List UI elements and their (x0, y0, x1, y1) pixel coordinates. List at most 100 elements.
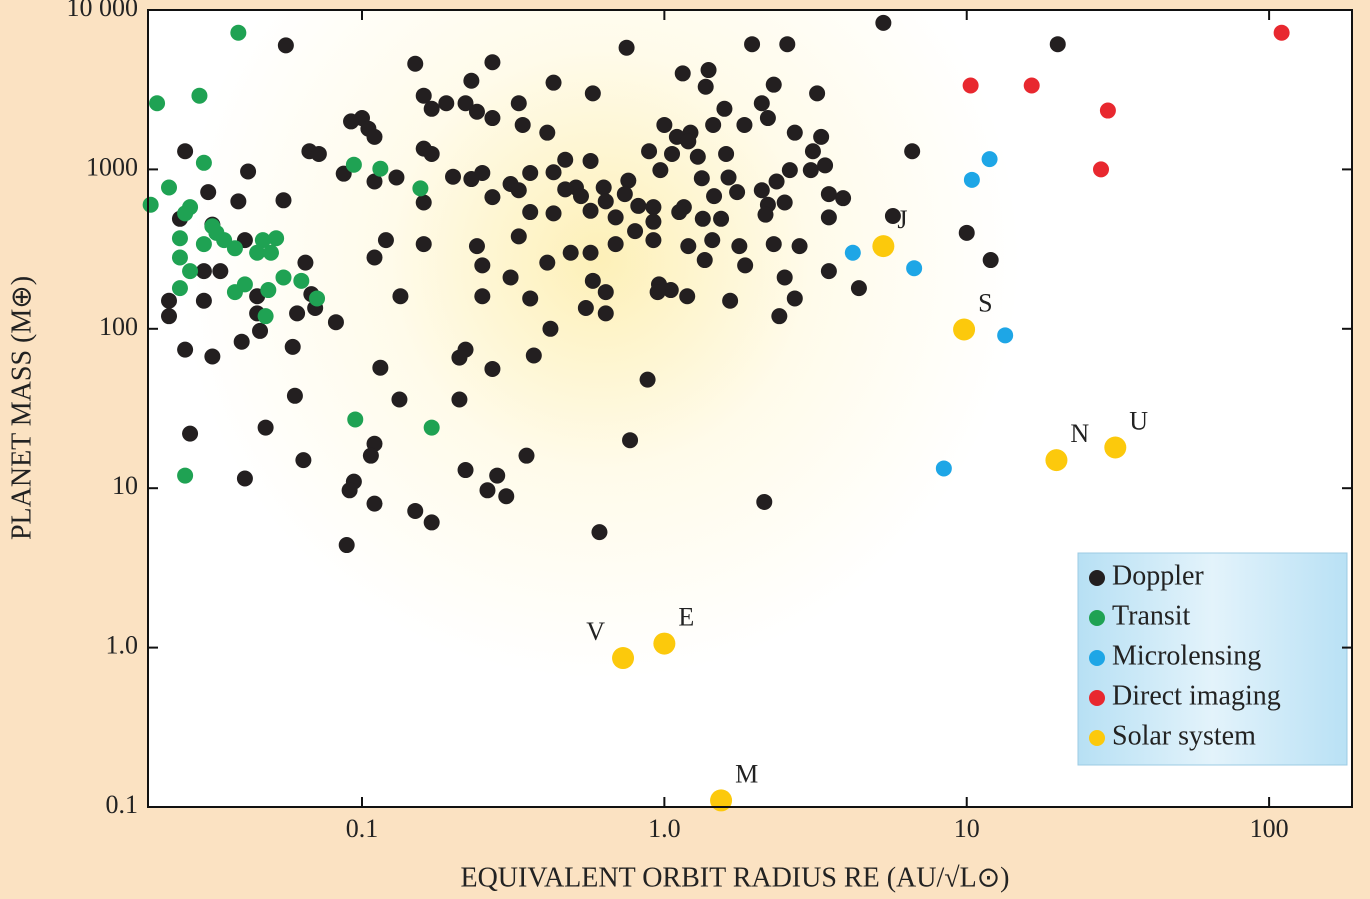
planet-point (765, 76, 782, 93)
planet-point (545, 74, 562, 91)
planet-point (645, 199, 662, 216)
planet-point (254, 232, 271, 249)
planet-point (557, 151, 574, 168)
planet-point (415, 194, 432, 211)
planet-point (474, 288, 491, 305)
planet-point (744, 36, 761, 53)
planet-point (284, 338, 301, 355)
planet-point (584, 85, 601, 102)
planet-point (713, 210, 730, 227)
planet-point (722, 292, 739, 309)
planet-point (195, 154, 212, 171)
x-tick-label: 100 (1250, 814, 1289, 843)
legend-label: Microlensing (1112, 640, 1261, 671)
planet-point (522, 290, 539, 307)
planet-point (802, 162, 819, 179)
planet-point (582, 244, 599, 261)
planet-point (582, 152, 599, 169)
planet-point (289, 305, 306, 322)
planet-point (171, 249, 188, 266)
planet-point (875, 14, 892, 31)
planet-point (813, 128, 830, 145)
planet-point (962, 77, 979, 94)
planet-point (182, 425, 199, 442)
planet-point (729, 184, 746, 201)
planet-point (522, 164, 539, 181)
planet-point (753, 182, 770, 199)
y-tick-label: 10 000 (67, 0, 139, 22)
planet-point (257, 308, 274, 325)
planet-point (484, 110, 501, 127)
planet-point (981, 151, 998, 168)
planet-point (293, 272, 310, 289)
planet-point (451, 349, 468, 366)
legend-label: Transit (1112, 600, 1191, 631)
planet-point (572, 188, 589, 205)
legend-swatch (1089, 570, 1105, 586)
planet-point (177, 205, 194, 222)
planet-point (791, 238, 808, 255)
planet-point (391, 391, 408, 408)
planet-point (562, 244, 579, 261)
planet-point (484, 189, 501, 206)
planet-point (388, 169, 405, 186)
planet-point (674, 65, 691, 82)
planet-point (694, 210, 711, 227)
planet-point (233, 333, 250, 350)
planet-point (776, 269, 793, 286)
planet-point (616, 186, 633, 203)
planet-point (781, 162, 798, 179)
planet-point (622, 432, 639, 449)
planet-point (423, 145, 440, 162)
planet-point (195, 263, 212, 280)
legend-swatch (1089, 730, 1105, 746)
planet-point (310, 145, 327, 162)
planet-point (804, 143, 821, 160)
planet-point (474, 257, 491, 274)
planet-point (372, 359, 389, 376)
planet-point (498, 488, 515, 505)
planet-point (415, 236, 432, 253)
planet-point (484, 54, 501, 71)
planet-point (240, 163, 257, 180)
planet-point (309, 290, 326, 307)
planet-point (182, 263, 199, 280)
planet-point (366, 173, 383, 190)
planet-point (510, 95, 527, 112)
planet-point (226, 240, 243, 257)
solar-planet (1045, 449, 1068, 472)
planet-point (177, 467, 194, 484)
planet-point (275, 192, 292, 209)
planet-point (689, 148, 706, 165)
planet-point (652, 162, 669, 179)
planet-point (212, 263, 229, 280)
planet-point (407, 55, 424, 72)
y-tick-label: 0.1 (106, 790, 139, 819)
planet-point (997, 327, 1014, 344)
point-label: M (735, 759, 758, 788)
planet-point (671, 204, 688, 221)
planet-point (820, 263, 837, 280)
planet-point (577, 300, 594, 317)
planet-point (545, 205, 562, 222)
planet-point (468, 238, 485, 255)
planet-point (407, 502, 424, 519)
legend-swatch (1089, 650, 1105, 666)
planet-point (850, 280, 867, 297)
planet-point (297, 254, 314, 271)
planet-point (595, 179, 612, 196)
y-tick-label: 100 (99, 312, 138, 341)
planet-point (438, 95, 455, 112)
planet-point (1023, 77, 1040, 94)
point-label: U (1129, 406, 1148, 435)
planet-point (468, 103, 485, 120)
planet-point (522, 204, 539, 221)
planet-point (377, 232, 394, 249)
planet-point (171, 230, 188, 247)
planet-point (731, 238, 748, 255)
planet-point (191, 87, 208, 104)
planet-point (230, 193, 247, 210)
solar-planet (710, 789, 733, 812)
planet-point (906, 260, 923, 277)
